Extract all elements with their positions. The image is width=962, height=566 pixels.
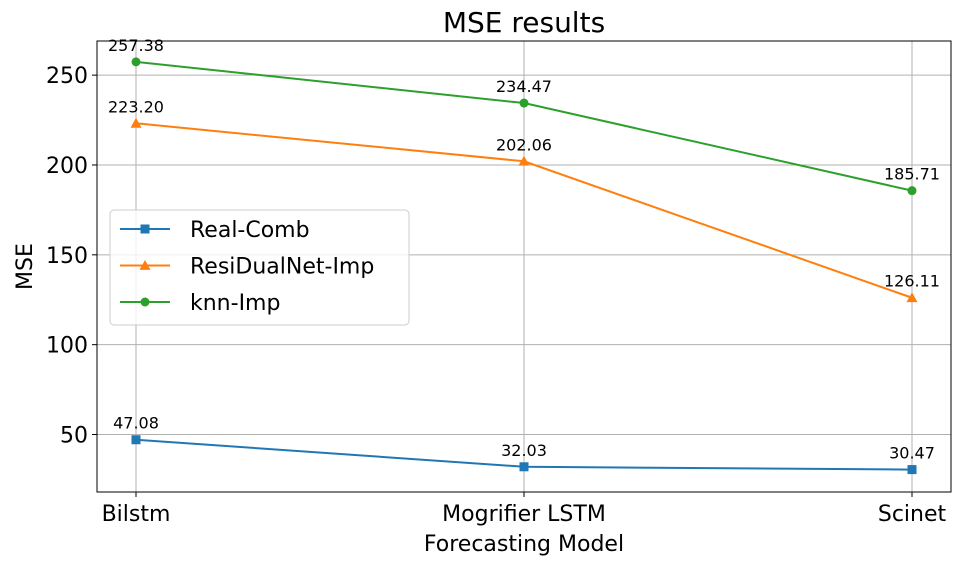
y-tick-label: 200 <box>46 154 88 179</box>
data-point-residualnet-imp <box>130 117 142 128</box>
y-axis-label: MSE <box>13 243 38 290</box>
x-tick-label: Mogrifier LSTM <box>442 502 606 527</box>
data-point-real-comb <box>519 462 529 472</box>
data-labels: 47.08 32.03 30.47 223.20 202.06 126.11 257.38 2… <box>108 36 940 463</box>
legend-item-real-comb: Real-Comb <box>120 218 310 243</box>
legend-marker-residualnet-imp <box>139 260 151 270</box>
data-label-residualnet-imp: 223.20 <box>108 97 164 116</box>
series-knn-imp <box>131 57 917 196</box>
y-tick-label: 250 <box>46 64 88 89</box>
legend: Real-Comb ResiDualNet-Imp knn-Imp <box>109 209 410 326</box>
data-label-knn-imp: 234.47 <box>496 77 552 96</box>
data-label-real-comb: 47.08 <box>113 414 159 433</box>
legend-label-real-comb: Real-Comb <box>190 218 310 243</box>
data-point-knn-imp <box>131 57 141 67</box>
y-tick-label: 50 <box>60 424 88 449</box>
data-label-real-comb: 30.47 <box>889 444 935 463</box>
series-real-comb <box>131 435 917 475</box>
y-tick-label: 150 <box>46 244 88 269</box>
data-label-knn-imp: 185.71 <box>884 165 940 184</box>
data-point-residualnet-imp <box>906 292 918 303</box>
legend-item-residualnet-imp: ResiDualNet-Imp <box>120 255 374 280</box>
series-lines <box>130 57 918 475</box>
x-tick-label: Scinet <box>878 502 947 527</box>
data-point-knn-imp <box>907 186 917 196</box>
data-label-knn-imp: 257.38 <box>108 36 164 55</box>
legend-label-residualnet-imp: ResiDualNet-Imp <box>190 255 374 280</box>
data-point-real-comb <box>131 435 141 445</box>
data-label-real-comb: 32.03 <box>501 441 547 460</box>
legend-label-knn-imp: knn-Imp <box>190 291 280 316</box>
axis-ticks: 50 100 150 200 250 Bilstm Mogrifier LSTM Scinet <box>46 64 947 527</box>
legend-marker-knn-imp <box>140 297 150 307</box>
y-tick-label: 100 <box>46 334 88 359</box>
data-point-residualnet-imp <box>518 155 530 166</box>
data-label-residualnet-imp: 202.06 <box>496 135 552 154</box>
data-point-knn-imp <box>519 98 529 108</box>
data-point-real-comb <box>907 465 917 475</box>
legend-marker-real-comb <box>140 224 150 234</box>
series-residualnet-imp <box>130 117 918 303</box>
x-axis-label: Forecasting Model <box>424 532 624 557</box>
legend-item-knn-imp: knn-Imp <box>120 291 280 316</box>
data-label-residualnet-imp: 126.11 <box>884 272 940 291</box>
chart-title: MSE results <box>443 6 605 39</box>
legend-box <box>109 209 410 326</box>
x-tick-label: Bilstm <box>102 502 171 527</box>
